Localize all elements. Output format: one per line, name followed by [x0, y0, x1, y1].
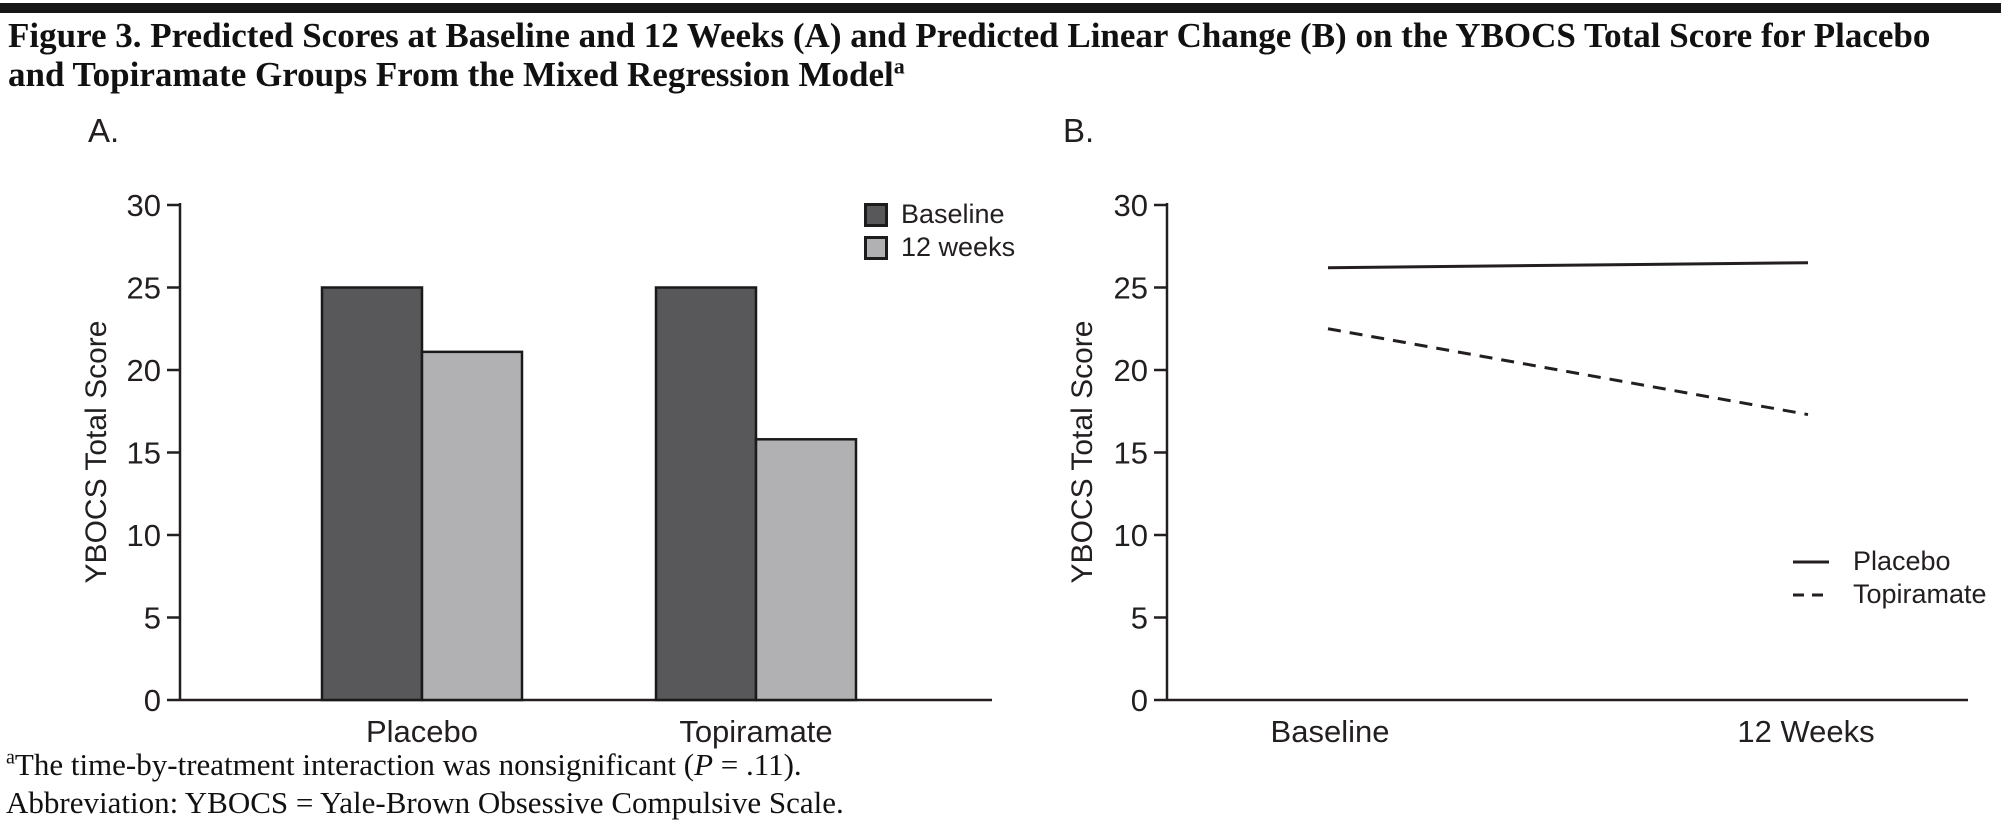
footnote-p-symbol: P [694, 747, 714, 782]
panel-b-ytick-label-0: 0 [1131, 683, 1148, 718]
panel-b-ytick-label-15: 15 [1114, 436, 1148, 471]
panel-b-ytick-label-10: 10 [1114, 518, 1148, 553]
panel-b-y-axis-title: YBOCS Total Score [1066, 321, 1099, 584]
panel-b-category-baseline: Baseline [1271, 714, 1390, 749]
dashed-line-sample-icon [1793, 593, 1829, 596]
panel-b-ytick-label-30: 30 [1114, 188, 1148, 223]
solid-line-sample-icon [1793, 560, 1829, 563]
legend-row-placebo: Placebo [1791, 545, 1987, 578]
footnote-interaction: aThe time-by-treatment interaction was n… [6, 746, 844, 784]
figure-title: Figure 3. Predicted Scores at Baseline a… [8, 16, 1993, 94]
twelve-weeks-legend-swatch [864, 235, 888, 260]
figure-footnotes: aThe time-by-treatment interaction was n… [6, 746, 844, 822]
panel-b-category-12-weeks: 12 Weeks [1737, 714, 1874, 749]
top-rule [0, 3, 2001, 13]
panel-a-label: A. [88, 112, 120, 149]
bar-chart-legend: Baseline 12 weeks [864, 198, 1015, 264]
panel-a-ytick-label-5: 5 [144, 601, 161, 636]
footnote-pre: The time-by-treatment interaction was no… [14, 747, 695, 782]
baseline-legend-swatch [864, 202, 888, 227]
panel-a-y-axis-title: YBOCS Total Score [80, 321, 113, 584]
baseline-legend-label: Baseline [901, 199, 1005, 229]
panel-a-category-placebo: Placebo [366, 714, 478, 749]
twelve-weeks-legend-label: 12 weeks [901, 232, 1016, 262]
panel-b-ytick-label-5: 5 [1131, 601, 1148, 636]
bar-topiramate-baseline [654, 286, 758, 702]
panel-b-ytick-label-25: 25 [1114, 271, 1148, 306]
legend-row-topiramate: Topiramate [1791, 578, 1987, 611]
footnote-post: = .11). [713, 747, 802, 782]
figure-title-superscript: a [893, 53, 905, 79]
legend-row-12-weeks: 12 weeks [864, 231, 1015, 264]
footnote-abbreviation: Abbreviation: YBOCS = Yale-Brown Obsessi… [6, 785, 844, 820]
panel-b-label: B. [1063, 112, 1095, 149]
panel-a-ytick-label-10: 10 [127, 518, 161, 553]
panel-a-category-topiramate: Topiramate [679, 714, 832, 749]
placebo-legend-label: Placebo [1853, 546, 1951, 576]
line-topiramate [1327, 327, 1809, 417]
line-placebo [1327, 261, 1809, 270]
panel-a-ytick-label-25: 25 [127, 271, 161, 306]
footnote-marker: a [6, 746, 15, 769]
bar-topiramate-12-weeks [754, 438, 858, 702]
panel-a-ytick-label-20: 20 [127, 353, 161, 388]
panel-a-ytick-label-15: 15 [127, 436, 161, 471]
legend-row-baseline: Baseline [864, 198, 1015, 231]
panel-a-ytick-label-30: 30 [127, 188, 161, 223]
line-chart-legend: Placebo Topiramate [1791, 545, 1987, 611]
topiramate-legend-label: Topiramate [1853, 579, 1987, 609]
bar-placebo-baseline [320, 286, 424, 702]
bar-placebo-12-weeks [420, 350, 524, 702]
panel-a-ytick-label-0: 0 [144, 683, 161, 718]
panel-b-ytick-label-20: 20 [1114, 353, 1148, 388]
figure-title-text: Figure 3. Predicted Scores at Baseline a… [8, 16, 1931, 94]
